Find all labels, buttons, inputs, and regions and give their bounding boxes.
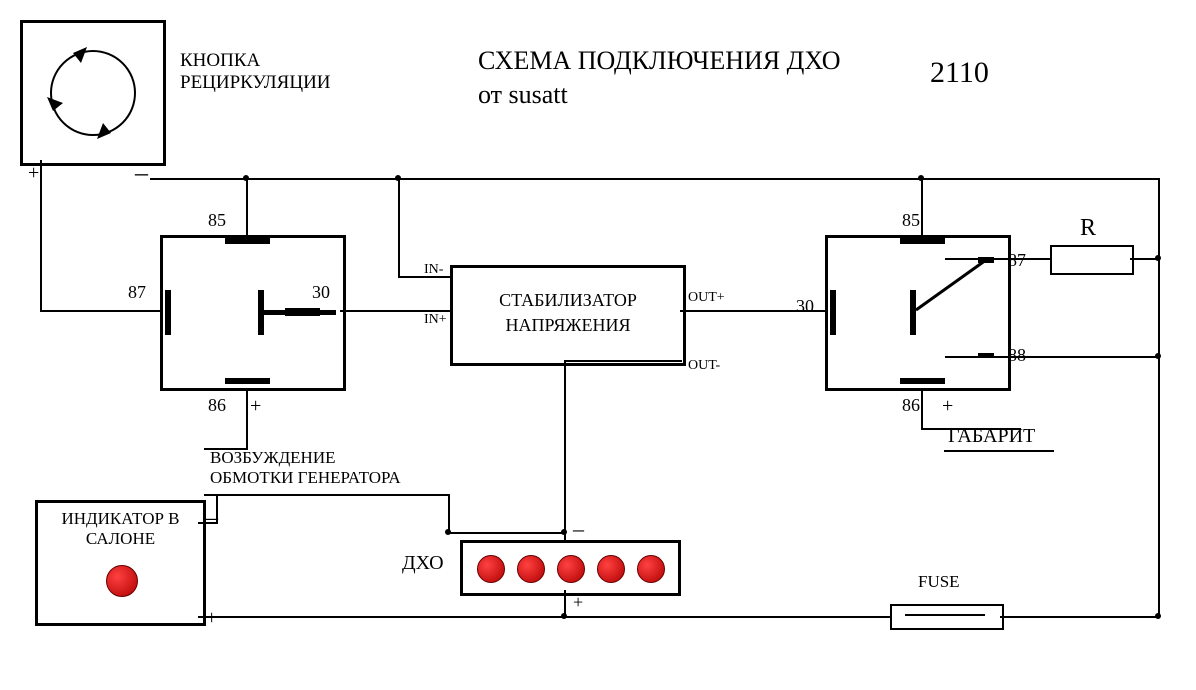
relay1-30-text: 30 <box>312 282 330 303</box>
generator-label: ВОЗБУЖДЕНИЕ ОБМОТКИ ГЕНЕРАТОРА <box>210 448 401 489</box>
stabilizer-block: СТАБИЛИЗАТОР НАПРЯЖЕНИЯ <box>450 265 686 366</box>
recirc-minus: – <box>135 158 148 188</box>
relay2-30-text: 30 <box>796 296 814 317</box>
wire <box>448 494 450 534</box>
diagram-title-line1: СХЕМА ПОДКЛЮЧЕНИЯ ДХО <box>478 46 841 76</box>
relay2-plus: + <box>942 395 953 418</box>
indicator-block: ИНДИКАТОР В САЛОНЕ <box>35 500 206 626</box>
wire <box>246 178 248 235</box>
dho-label: ДХО <box>402 552 444 575</box>
relay1-85-text: 85 <box>208 210 226 231</box>
wire <box>1005 356 1160 358</box>
indicator-label: ИНДИКАТОР В САЛОНЕ <box>38 509 203 548</box>
relay2-pin86 <box>900 378 945 384</box>
wire <box>448 532 566 534</box>
wire <box>398 178 400 278</box>
relay1-pin85 <box>225 238 270 244</box>
relay2-pin30 <box>830 290 836 335</box>
recirc-button-label: КНОПКА РЕЦИРКУЛЯЦИИ <box>180 50 331 94</box>
recirc-plus: + <box>28 162 39 185</box>
recirc-arrow-icon <box>23 23 163 163</box>
fuse-outer <box>890 604 1004 630</box>
stabilizer-label2: НАПРЯЖЕНИЯ <box>453 315 683 336</box>
diagram-model: 2110 <box>930 56 989 90</box>
relay2-switch-icon <box>916 256 1006 358</box>
stab-out-minus-stub <box>564 360 682 362</box>
relay1-pin30-mark <box>285 308 320 316</box>
relay1-87-text: 87 <box>128 282 146 303</box>
relay2-pin85 <box>900 238 945 244</box>
junction-dot <box>395 175 401 181</box>
wire <box>921 178 923 235</box>
junction-dot <box>561 613 567 619</box>
wire <box>198 616 890 618</box>
recirc-button-block <box>20 20 166 166</box>
indicator-plus: + <box>206 607 217 630</box>
wire <box>1005 258 1051 260</box>
gabarit-underline <box>944 450 1054 452</box>
junction-dot <box>918 175 924 181</box>
dho-block <box>460 540 681 596</box>
wire <box>204 494 450 496</box>
stab-out-plus: OUT+ <box>688 290 725 306</box>
diagram-title-line2: от susatt <box>478 80 568 110</box>
wire <box>921 428 1021 430</box>
junction-dot <box>1155 255 1161 261</box>
dho-led-5 <box>637 555 665 583</box>
relay1-86-text: 86 <box>208 395 226 416</box>
wire <box>246 388 248 450</box>
wire <box>921 388 923 430</box>
relay2-87-text: 87 <box>1008 250 1026 271</box>
dho-led-3 <box>557 555 585 583</box>
stabilizer-label1: СТАБИЛИЗАТОР <box>453 290 683 311</box>
relay1-pin87 <box>165 290 171 335</box>
junction-dot <box>1155 613 1161 619</box>
indicator-led <box>106 565 138 597</box>
stab-in-plus: IN+ <box>424 312 447 328</box>
wire <box>150 178 400 180</box>
wire <box>1158 178 1160 618</box>
resistor-block <box>1050 245 1134 275</box>
wire <box>398 276 452 278</box>
junction-dot <box>561 529 567 535</box>
dho-minus: – <box>573 516 584 542</box>
wire <box>340 310 452 312</box>
fuse-label: FUSE <box>918 572 960 592</box>
wire <box>40 310 160 312</box>
dho-plus: + <box>573 592 583 613</box>
resistor-label: R <box>1080 215 1096 242</box>
wire <box>680 310 825 312</box>
dho-led-2 <box>517 555 545 583</box>
junction-dot <box>243 175 249 181</box>
relay1-pin86 <box>225 378 270 384</box>
wire <box>198 522 218 524</box>
junction-dot <box>445 529 451 535</box>
fuse-inner <box>905 614 985 616</box>
stab-out-minus: OUT- <box>688 358 720 374</box>
wire <box>398 178 1160 180</box>
wire <box>40 160 42 312</box>
relay1-plus: + <box>250 395 261 418</box>
junction-dot <box>1155 353 1161 359</box>
wire <box>216 494 218 524</box>
dho-led-1 <box>477 555 505 583</box>
dho-led-4 <box>597 555 625 583</box>
wire <box>204 448 248 450</box>
relay2-86-text: 86 <box>902 395 920 416</box>
wire <box>564 360 566 540</box>
wire <box>1000 616 1160 618</box>
relay2-85-text: 85 <box>902 210 920 231</box>
